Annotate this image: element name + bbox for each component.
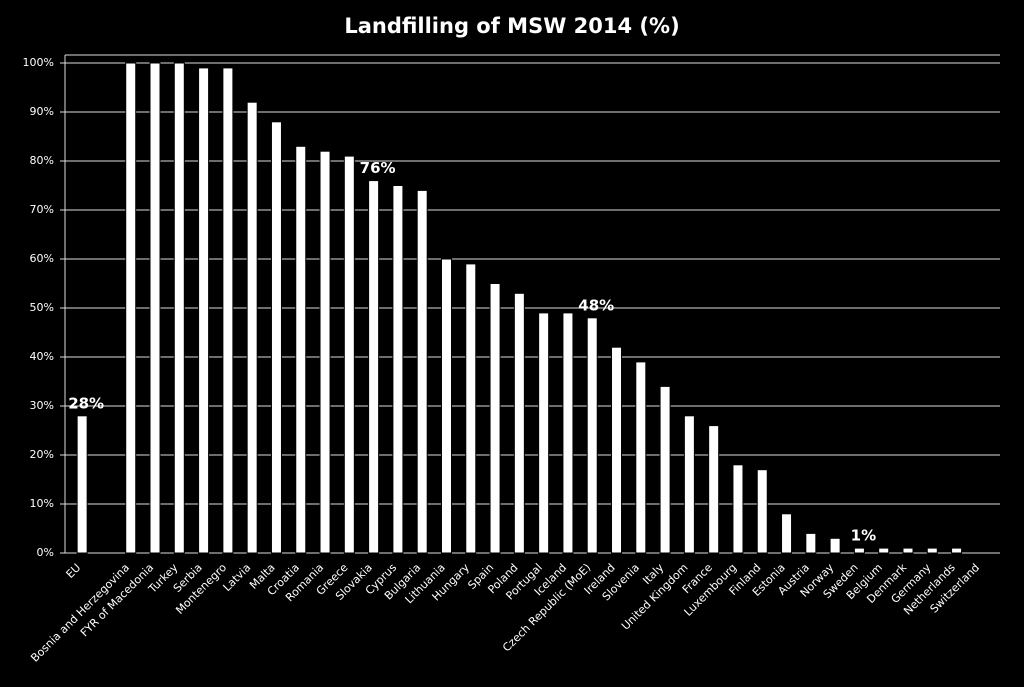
bar: [319, 150, 331, 554]
y-tick-label: 100%: [23, 56, 54, 69]
bar: [611, 346, 623, 554]
bar: [538, 312, 550, 554]
y-tick-label: 60%: [30, 252, 54, 265]
bar: [416, 189, 428, 554]
y-tick-label: 90%: [30, 105, 54, 118]
bar: [683, 415, 695, 554]
chart-title: Landfilling of MSW 2014 (%): [344, 14, 679, 38]
y-tick-label: 20%: [30, 448, 54, 461]
bar: [635, 361, 647, 554]
bar: [125, 62, 137, 554]
bar: [659, 385, 671, 554]
bar: [489, 283, 501, 554]
bar: [756, 469, 768, 554]
bar: [829, 537, 841, 554]
bar: [926, 547, 938, 554]
bar: [853, 547, 865, 554]
bar: [805, 532, 817, 554]
bar: [586, 317, 598, 554]
bar: [513, 292, 525, 554]
y-tick-label: 10%: [30, 497, 54, 510]
data-label: 48%: [578, 296, 614, 314]
bar: [173, 62, 185, 554]
bar: [951, 547, 963, 554]
bar: [781, 513, 793, 554]
bar: [76, 415, 88, 554]
bar: [368, 180, 380, 554]
bar: [149, 62, 161, 554]
bar: [878, 547, 890, 554]
data-label: 76%: [360, 159, 396, 177]
y-tick-label: 0%: [37, 546, 54, 559]
bar: [246, 101, 258, 554]
bar: [295, 145, 307, 554]
bar: [222, 67, 234, 554]
data-label: 1%: [851, 527, 876, 545]
bar: [732, 464, 744, 554]
bar: [343, 155, 355, 554]
bar: [392, 185, 404, 554]
data-label: 28%: [68, 394, 104, 412]
y-tick-label: 40%: [30, 350, 54, 363]
y-tick-label: 70%: [30, 203, 54, 216]
bar: [465, 263, 477, 554]
y-tick-label: 30%: [30, 399, 54, 412]
bar: [902, 547, 914, 554]
bar: [562, 312, 574, 554]
bar: [708, 425, 720, 554]
bar: [270, 121, 282, 554]
bar: [440, 258, 452, 554]
bar: [198, 67, 210, 554]
y-tick-label: 80%: [30, 154, 54, 167]
y-tick-label: 50%: [30, 301, 54, 314]
